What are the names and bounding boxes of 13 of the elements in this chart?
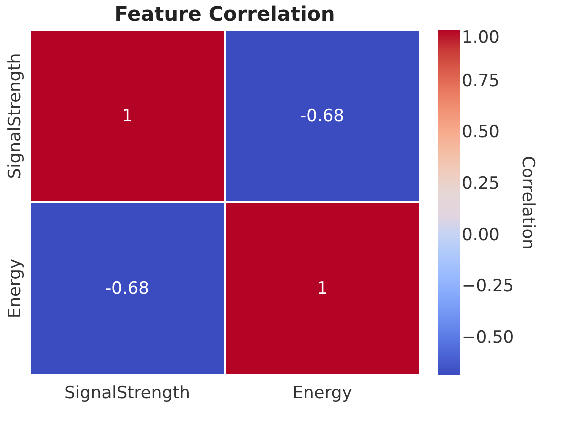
data-label: 1 (317, 278, 328, 299)
color-bar-label: 0.75 (462, 71, 500, 92)
color-bar-label: 0.25 (462, 174, 500, 194)
data-label: -0.68 (106, 278, 150, 299)
color-bar-title: Correlation (518, 156, 538, 250)
data-label: 1 (122, 106, 133, 126)
data-label: -0.68 (300, 106, 344, 126)
color-bar-label: −0.50 (462, 328, 514, 348)
color-bar-label: 0.50 (462, 122, 500, 143)
color-bar-label: −0.25 (462, 276, 514, 297)
color-bar-label: 1.00 (462, 28, 500, 48)
chart-title: Feature Correlation (114, 2, 336, 26)
color-bar-label: 0.00 (462, 225, 500, 246)
